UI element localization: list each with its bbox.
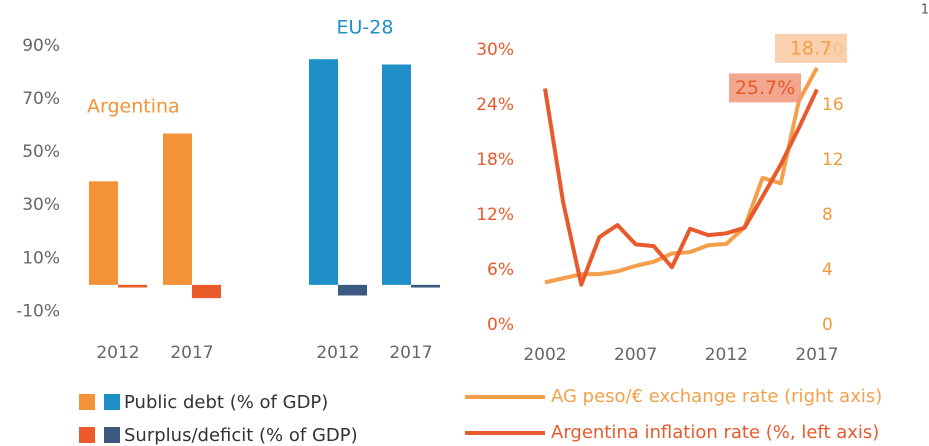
x-tick-label: 2017 <box>795 345 838 365</box>
legend-label: AG peso/€ exchange rate (right axis) <box>551 386 882 407</box>
legend-label: Public debt (% of GDP) <box>124 392 328 413</box>
y-tick-label: -10% <box>16 301 60 321</box>
y-tick-label: 30% <box>22 195 60 215</box>
bar <box>411 284 440 288</box>
x-tick-label: 2002 <box>523 345 566 365</box>
y-tick-label: 70% <box>22 89 60 109</box>
y2-tick-label: 0 <box>822 315 833 335</box>
y-tick-label: 6% <box>487 260 514 280</box>
legend-swatch <box>79 394 95 410</box>
y-tick-label: 0% <box>487 315 514 335</box>
group-label: EU-28 <box>337 17 394 39</box>
legend-label: Argentina inflation rate (%, left axis) <box>551 422 879 443</box>
x-tick-label: 2012 <box>316 343 359 363</box>
line <box>543 88 819 287</box>
x-tick-label: 2012 <box>705 345 748 365</box>
group-label: Argentina <box>87 96 180 118</box>
y-tick-label: 12% <box>476 205 514 225</box>
bar <box>382 64 411 285</box>
x-tick-label: 2017 <box>170 343 213 363</box>
x-tick-label: 2017 <box>389 343 432 363</box>
bar <box>338 284 367 296</box>
legend-label: Surplus/deficit (% of GDP) <box>124 425 358 446</box>
bar <box>89 181 118 285</box>
y-tick-label: 30% <box>476 40 514 60</box>
y-tick-label: 10% <box>22 248 60 268</box>
y-tick-label: 24% <box>476 95 514 115</box>
y-tick-label: 90% <box>22 36 60 56</box>
y2-tick-label: 16 <box>822 95 844 115</box>
legend-swatch <box>104 394 120 410</box>
page-number: 1 <box>921 3 929 18</box>
value-label: 25.7% <box>735 77 795 99</box>
bar <box>163 133 192 285</box>
y-tick-label: 50% <box>22 142 60 162</box>
bar <box>192 284 221 299</box>
x-tick-label: 2007 <box>614 345 657 365</box>
value-label-bg <box>729 73 801 103</box>
legend-swatch <box>104 427 120 443</box>
value-label-bg <box>775 33 847 63</box>
value-label: 18.7 <box>790 37 832 59</box>
legend-swatch <box>79 427 95 443</box>
y-tick-label: 18% <box>476 150 514 170</box>
x-tick-label: 2012 <box>96 343 139 363</box>
bar <box>309 59 338 285</box>
y2-tick-label: 12 <box>822 150 844 170</box>
bar <box>118 284 147 288</box>
y2-tick-label: 8 <box>822 205 833 225</box>
y2-tick-label: 4 <box>822 260 833 280</box>
